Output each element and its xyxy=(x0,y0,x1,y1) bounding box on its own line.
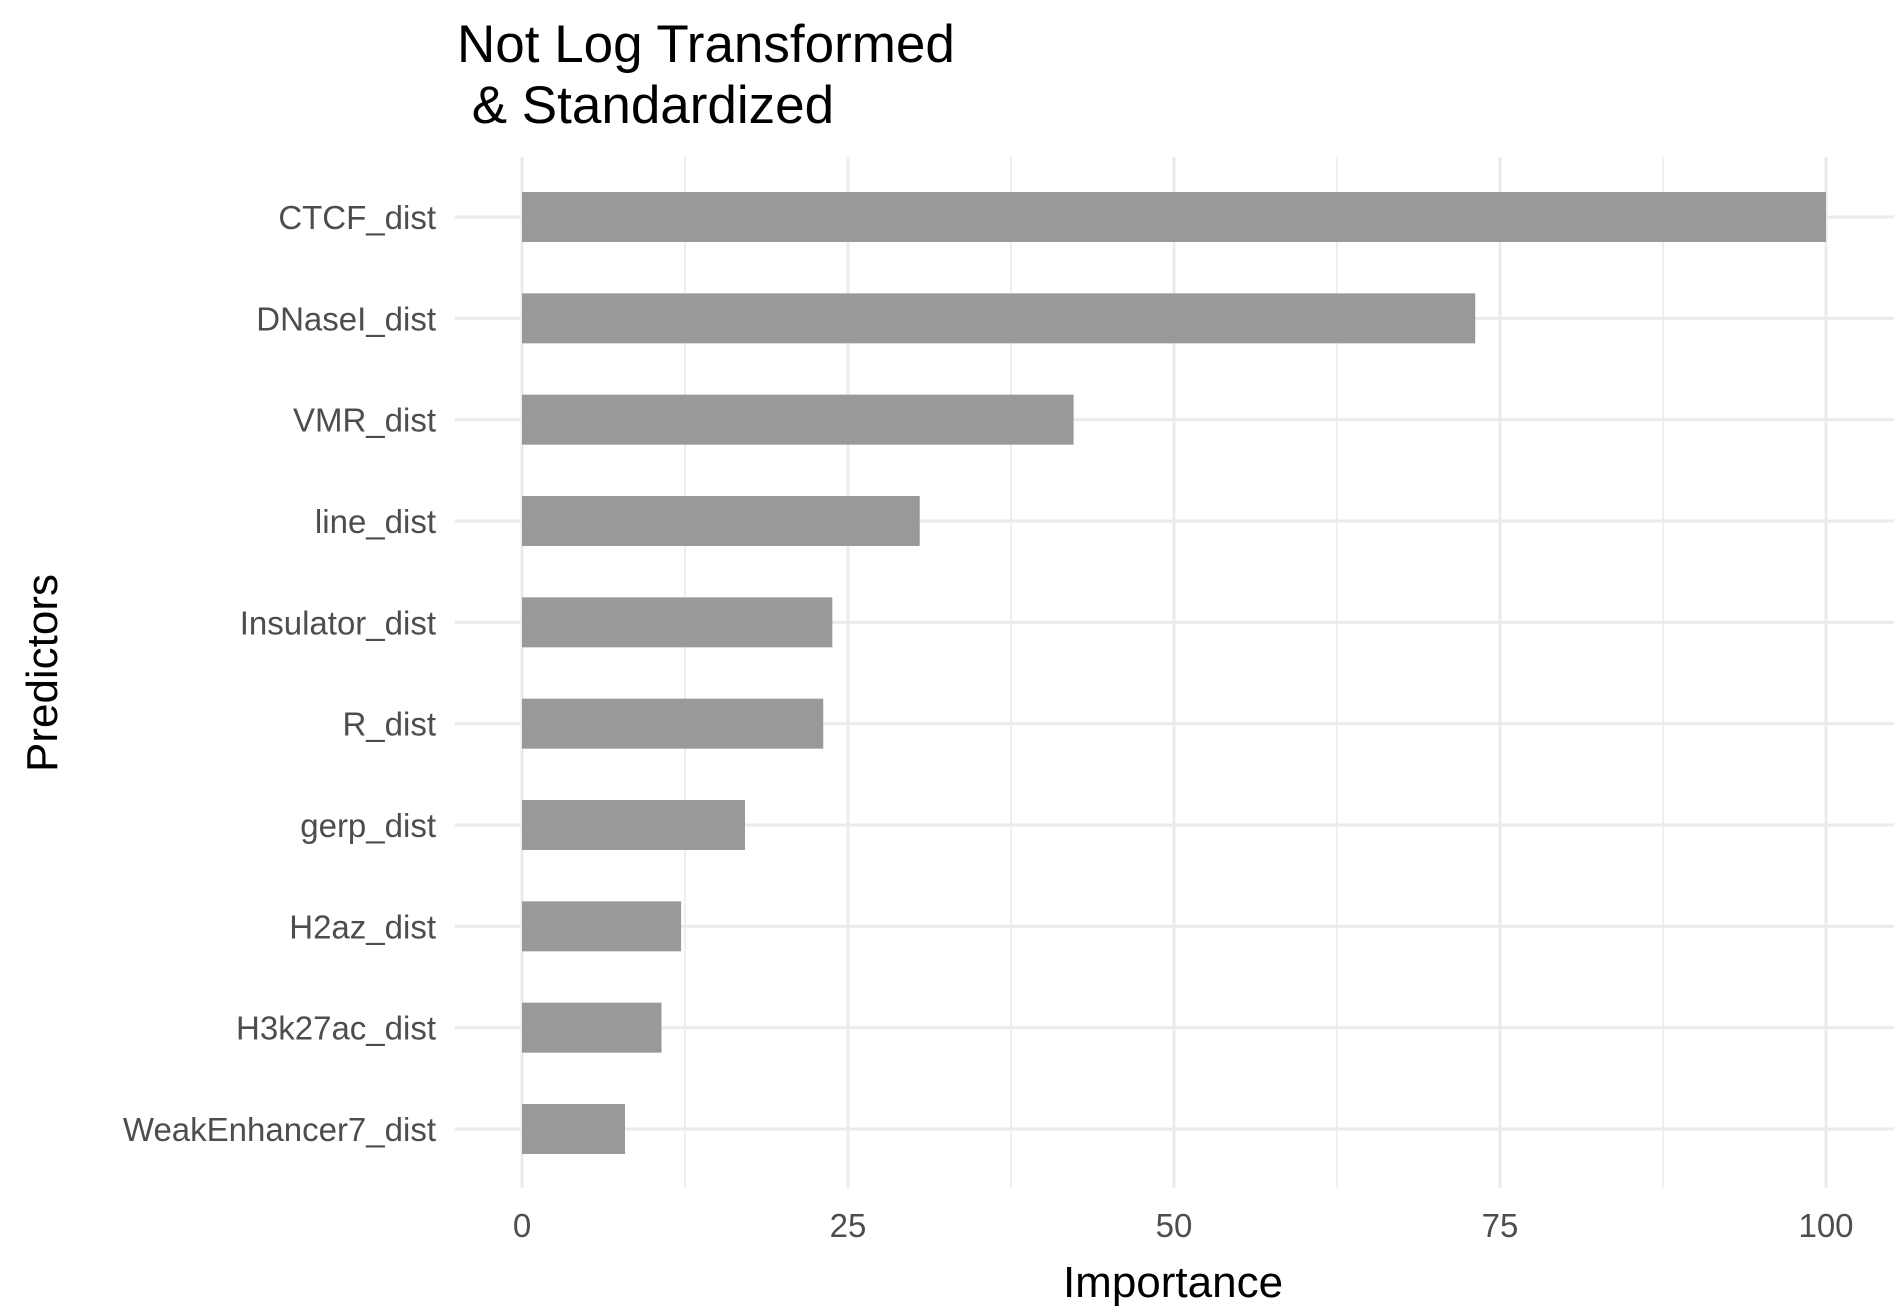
bar-r-dist xyxy=(522,698,824,749)
chart-title-line-2: & Standardized xyxy=(457,76,834,135)
category-labels: CTCF_dist DNaseI_dist VMR_dist line_dist Ins… xyxy=(123,199,436,1148)
chart-title-line-1: Not Log Transformed xyxy=(457,15,955,74)
bar-weakenhancer7-dist xyxy=(522,1104,626,1154)
bar-vmr-dist xyxy=(522,394,1074,445)
x-tick-label: 50 xyxy=(1156,1207,1193,1244)
chart-title: Not Log Transformed & Standardized xyxy=(457,15,955,135)
bar-gerp-dist xyxy=(522,800,745,850)
bar-insulator-dist xyxy=(522,597,833,648)
category-label: H2az_dist xyxy=(289,908,436,945)
category-label: DNaseI_dist xyxy=(256,300,436,337)
bar-h3k27ac-dist xyxy=(522,1002,662,1053)
category-label: H3k27ac_dist xyxy=(236,1010,436,1047)
category-label: Insulator_dist xyxy=(240,604,436,641)
x-tick-label: 75 xyxy=(1482,1207,1519,1244)
bar-h2az-dist xyxy=(522,901,682,952)
x-tick-labels: 0 25 50 75 100 xyxy=(513,1207,1854,1244)
category-label: CTCF_dist xyxy=(278,199,436,236)
bar-dnasei-dist xyxy=(522,293,1476,344)
category-label: line_dist xyxy=(315,503,436,540)
category-label: gerp_dist xyxy=(300,807,436,844)
bar-line-dist xyxy=(522,496,920,546)
category-label: VMR_dist xyxy=(293,402,436,439)
y-axis-title: Predictors xyxy=(18,574,67,772)
category-label: WeakEnhancer7_dist xyxy=(123,1111,436,1148)
x-axis-title: Importance xyxy=(1063,1258,1283,1307)
bars xyxy=(522,192,1826,1154)
x-tick-label: 25 xyxy=(830,1207,867,1244)
bar-ctcf-dist xyxy=(522,192,1826,242)
category-label: R_dist xyxy=(342,706,436,743)
x-tick-label: 0 xyxy=(513,1207,531,1244)
x-tick-label: 100 xyxy=(1798,1207,1853,1244)
